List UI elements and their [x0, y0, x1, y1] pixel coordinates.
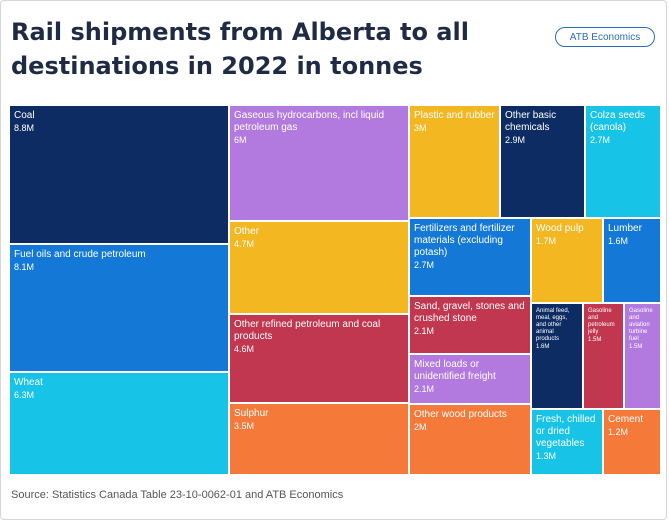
tile-name: Sulphur	[234, 408, 269, 419]
tile-value: 4.7M	[234, 239, 255, 249]
tile-name: Coal	[14, 110, 35, 121]
tile-value: 1.5M	[629, 344, 643, 350]
tile-name: Cement	[608, 414, 644, 425]
tile-name: Fresh, chilled or dried vegetables	[536, 414, 596, 449]
tile-name: Mixed loads or unidentified freight	[414, 359, 496, 382]
tile-value: 6.3M	[14, 390, 35, 400]
tile-name: Colza seeds (canola)	[590, 110, 646, 133]
treemap-tile-mixed-loads-or-unidentified-freight: Mixed loads or unidentified freight 2.1M	[409, 354, 531, 404]
tile-name: Wheat	[14, 377, 43, 388]
tile-name: Gasoline and aviation turbine fuel	[629, 308, 653, 342]
treemap-tile-other-basic-chemicals: Other basic chemicals 2.9M	[500, 105, 585, 218]
treemap-tile-cement: Cement 1.2M	[603, 409, 661, 475]
treemap-tile-fresh-chilled-or-dried-vegetables: Fresh, chilled or dried vegetables 1.3M	[531, 409, 603, 475]
tile-value: 2.7M	[590, 135, 611, 145]
treemap-tile-fuel-oils-and-crude-petroleum: Fuel oils and crude petroleum 8.1M	[9, 244, 229, 372]
tile-value: 1.3M	[536, 451, 557, 461]
tile-name: Other	[234, 226, 260, 237]
tile-name: Plastic and rubber	[414, 110, 495, 121]
treemap-tile-gaseous-hydrocarbons-incl-liquid-petroleum-gas: Gaseous hydrocarbons, incl liquid petrol…	[229, 105, 409, 221]
treemap-tile-other: Other 4.7M	[229, 221, 409, 314]
treemap-tile-lumber: Lumber 1.6M	[603, 218, 661, 303]
tile-value: 1.5M	[588, 337, 602, 343]
tile-name: Other wood products	[414, 409, 507, 420]
tile-value: 4.6M	[234, 344, 255, 354]
source-note: Source: Statistics Canada Table 23-10-00…	[11, 489, 344, 501]
treemap-tile-colza-seeds-canola: Colza seeds (canola) 2.7M	[585, 105, 661, 218]
treemap-tile-other-wood-products: Other wood products 2M	[409, 404, 531, 475]
tile-name: Gaseous hydrocarbons, incl liquid petrol…	[234, 110, 385, 133]
treemap-tile-gasoline-and-petroleum-jelly: Gasoline and petroleum jelly 1.5M	[583, 303, 624, 409]
tile-value: 2.1M	[414, 384, 435, 394]
tile-value: 1.6M	[608, 236, 629, 246]
treemap-tile-sand-gravel-stones-and-crushed-stone: Sand, gravel, stones and crushed stone 2.…	[409, 296, 531, 354]
treemap-tile-other-refined-petroleum-and-coal-products: Other refined petroleum and coal product…	[229, 314, 409, 403]
tile-value: 2.9M	[505, 135, 526, 145]
treemap-tile-plastic-and-rubber: Plastic and rubber 3M	[409, 105, 500, 218]
treemap-chart: Coal 8.8M Gaseous hydrocarbons, incl liqui…	[9, 105, 661, 475]
tile-name: Lumber	[608, 223, 642, 234]
tile-name: Fertilizers and fertilizer materials (ex…	[414, 223, 515, 258]
tile-value: 2.7M	[414, 260, 435, 270]
treemap-tile-coal: Coal 8.8M	[9, 105, 229, 244]
tile-value: 1.2M	[608, 427, 629, 437]
tile-name: Other basic chemicals	[505, 110, 557, 133]
tile-value: 8.8M	[14, 123, 35, 133]
tile-name: Gasoline and petroleum jelly	[588, 308, 615, 335]
atb-economics-badge: ATB Economics	[555, 27, 655, 47]
chart-title: Rail shipments from Alberta to all desti…	[11, 18, 469, 80]
treemap-tile-sulphur: Sulphur 3.5M	[229, 403, 409, 475]
tile-name: Wood pulp	[536, 223, 584, 234]
treemap-tile-wood-pulp: Wood pulp 1.7M	[531, 218, 603, 303]
treemap-tile-fertilizers-and-fertilizer-materials-excluding-potash: Fertilizers and fertilizer materials (ex…	[409, 218, 531, 296]
tile-value: 6M	[234, 135, 247, 145]
tile-name: Fuel oils and crude petroleum	[14, 249, 146, 260]
tile-value: 2.1M	[414, 326, 435, 336]
tile-value: 1.6M	[536, 344, 550, 350]
tile-value: 3.5M	[234, 421, 255, 431]
tile-value: 2M	[414, 422, 427, 432]
tile-value: 3M	[414, 123, 427, 133]
tile-name: Other refined petroleum and coal product…	[234, 319, 381, 342]
tile-name: Sand, gravel, stones and crushed stone	[414, 301, 525, 324]
treemap-tile-gasoline-and-aviation-turbine-fuel: Gasoline and aviation turbine fuel 1.5M	[624, 303, 661, 409]
tile-name: Animal feed, meal, eggs, and other anima…	[536, 308, 570, 342]
tile-value: 8.1M	[14, 262, 35, 272]
treemap-tile-wheat: Wheat 6.3M	[9, 372, 229, 475]
treemap-tile-animal-feed-meal-eggs-and-other-animal-products: Animal feed, meal, eggs, and other anima…	[531, 303, 583, 409]
tile-value: 1.7M	[536, 236, 557, 246]
